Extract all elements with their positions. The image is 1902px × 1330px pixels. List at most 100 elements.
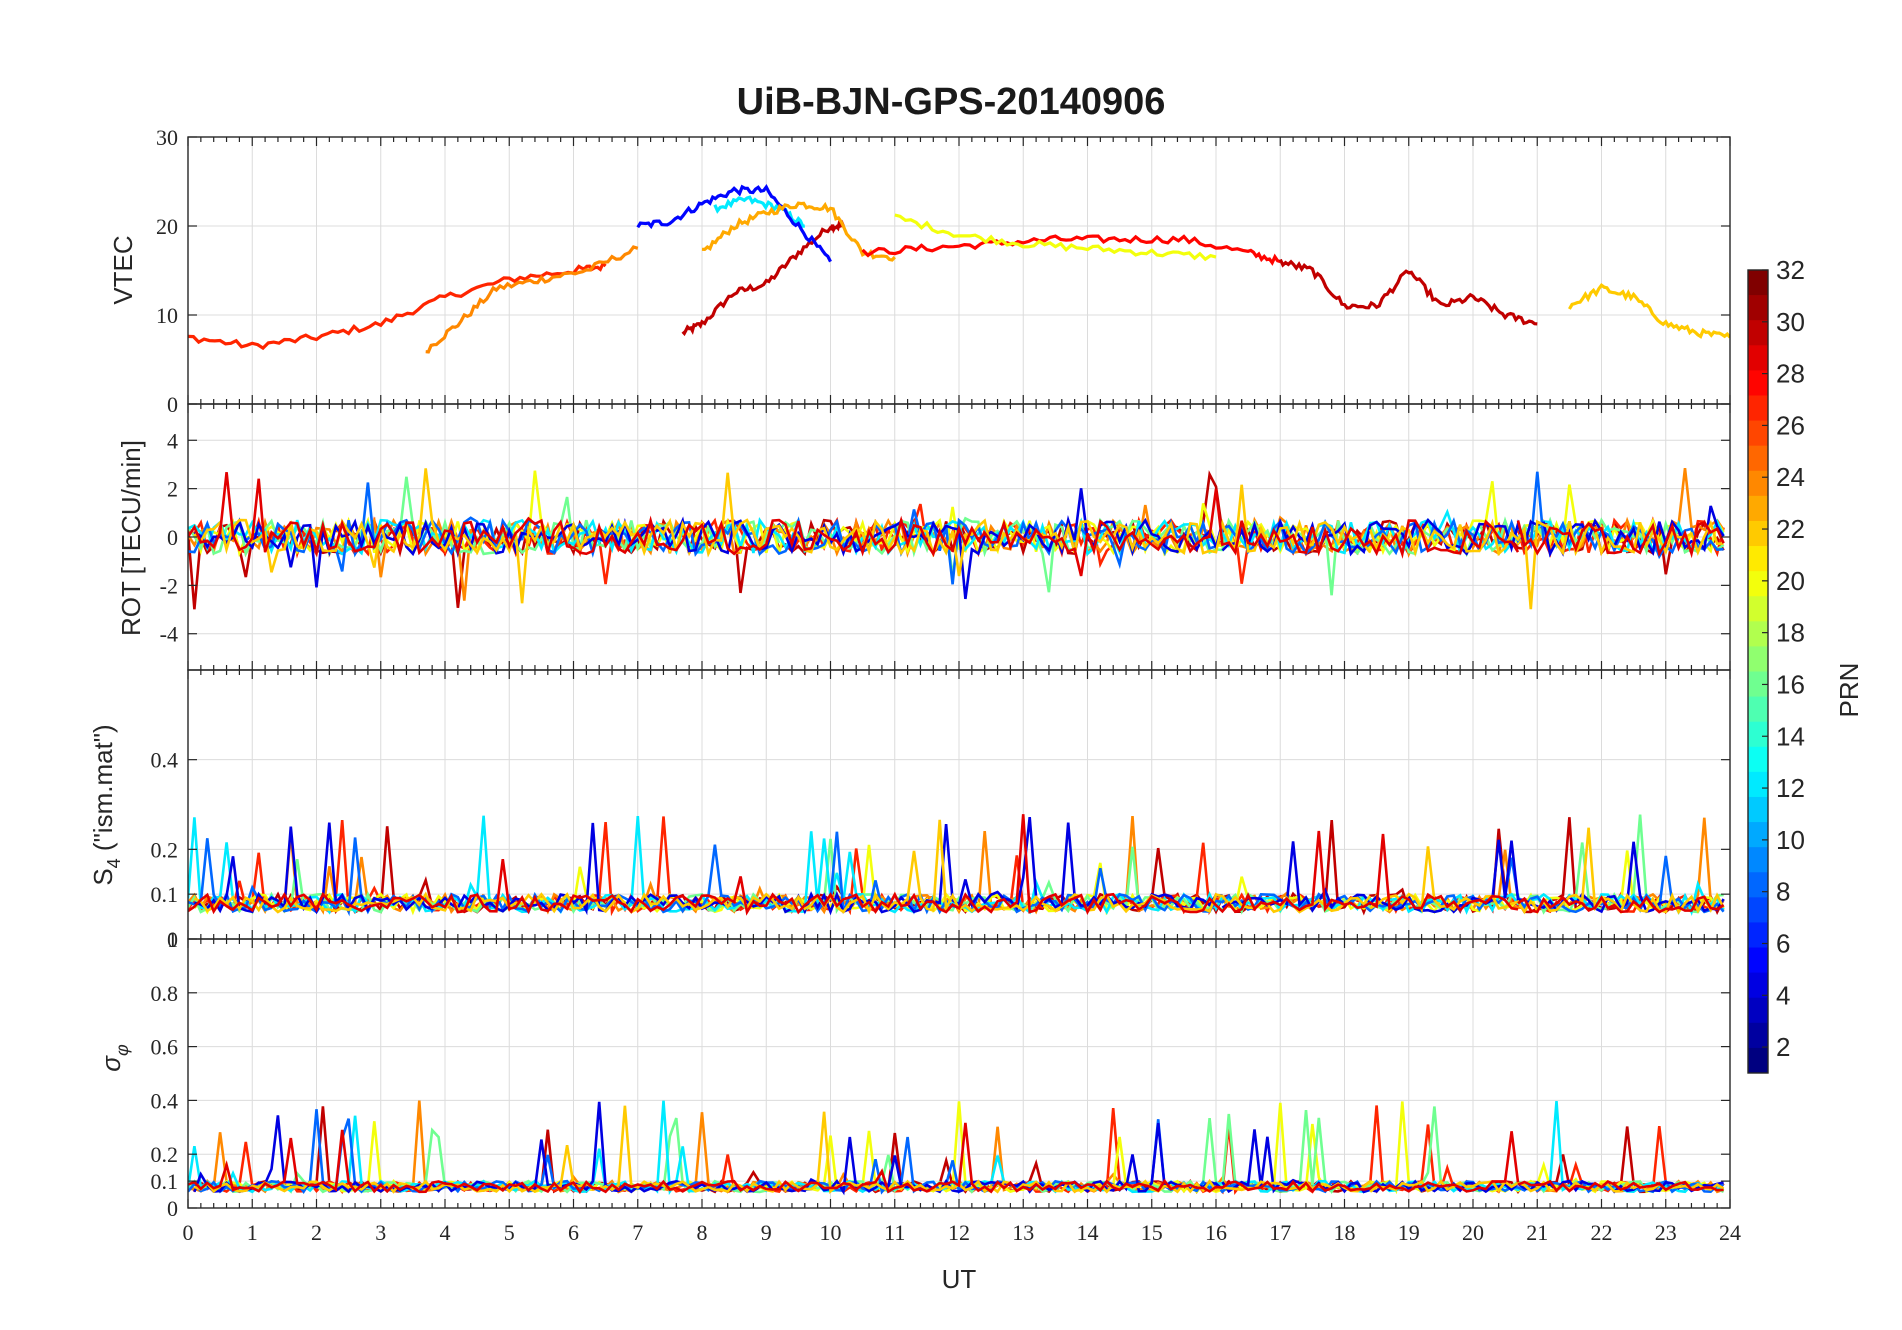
s4-y-tick-label: 0.1 — [151, 882, 179, 907]
x-tick-label: 7 — [632, 1220, 643, 1245]
s4-series-line — [194, 816, 1725, 916]
rot-series-line — [193, 468, 1724, 610]
colorbar-swatch — [1748, 922, 1768, 949]
sigma_phi-y-tick-label: 0 — [167, 1196, 178, 1221]
colorbar-swatch — [1748, 972, 1768, 999]
colorbar-swatch — [1748, 320, 1768, 346]
x-tick-labels: 0 1 2 3 4 5 6 7 8 9 10 11 12 13 14 15 16 17 18 19 20 21 22 23 24… — [167, 927, 1741, 1245]
colorbar-tick-label: 24 — [1776, 462, 1805, 492]
rot-series-line — [188, 472, 1725, 577]
x-tick-label: 3 — [375, 1220, 386, 1245]
x-tick-label: 9 — [761, 1220, 772, 1245]
vtec-series-line — [188, 261, 607, 351]
x-tick-label: 12 — [948, 1220, 970, 1245]
vtec-y-tick-label: 10 — [156, 303, 178, 328]
s4-y-tick-label: 0 — [167, 927, 178, 952]
colorbar-swatch — [1748, 495, 1768, 522]
x-tick-label: 10 — [820, 1220, 842, 1245]
sigma-label-main: σ — [96, 1055, 126, 1072]
colorbar-swatch — [1748, 771, 1768, 798]
colorbar-tick-label: 28 — [1776, 359, 1805, 389]
colorbar-swatch — [1748, 621, 1768, 647]
colorbar-frame — [1747, 269, 1769, 1074]
vtec-series-line — [701, 201, 896, 262]
panel-rot: -4 -2 0 2 4 — [160, 403, 1731, 671]
x-tick-label: 16 — [1205, 1220, 1227, 1245]
colorbar-tick-label: 22 — [1776, 514, 1805, 544]
x-tick-label: 18 — [1334, 1220, 1356, 1245]
colorbar-tick-label: 18 — [1776, 618, 1805, 648]
x-tick-label: 6 — [568, 1220, 579, 1245]
x-tick-label: 22 — [1591, 1220, 1613, 1245]
colorbar-tick-label: 30 — [1776, 307, 1805, 337]
x-tick-label: 14 — [1077, 1220, 1099, 1245]
colorbar-tick-label: 20 — [1776, 566, 1805, 596]
colorbar-tick-label: 10 — [1776, 825, 1805, 855]
x-tick-label: 15 — [1141, 1220, 1163, 1245]
rot-axis-label: ROT [TECU/min] — [116, 440, 146, 636]
vtec-series-line — [1568, 282, 1730, 339]
colorbar-swatch — [1748, 596, 1768, 622]
vtec-series-line — [861, 234, 1281, 266]
s4-y-tick-label: 0.4 — [151, 748, 179, 773]
s4-label-sub: 4 — [104, 858, 124, 868]
colorbar-swatch — [1748, 746, 1768, 773]
x-tick-label: 11 — [884, 1220, 905, 1245]
colorbar-tick-label: 2 — [1776, 1032, 1790, 1062]
x-tick-label: 19 — [1398, 1220, 1420, 1245]
colorbar-swatch — [1748, 997, 1768, 1024]
panel-s4: 0 0.1 0.2 0.4 — [151, 669, 1731, 952]
colorbar-swatch — [1748, 370, 1768, 396]
colorbar-swatch — [1748, 872, 1768, 898]
colorbar-swatch — [1748, 847, 1768, 873]
vtec-y-tick-label: 20 — [156, 214, 178, 239]
colorbar-swatch — [1748, 420, 1768, 447]
vtec-series-line — [425, 245, 639, 354]
rot-y-tick-label: 0 — [167, 525, 178, 550]
x-axis-label: UT — [942, 1264, 977, 1294]
x-tick-label: 1 — [247, 1220, 258, 1245]
colorbar-swatch — [1748, 345, 1768, 371]
colorbar-tick-label: 6 — [1776, 928, 1790, 958]
vtec-y-tick-label: 0 — [167, 392, 178, 417]
vtec-series-line — [1278, 258, 1538, 326]
vtec-series-line — [636, 183, 832, 263]
vtec-y-tick-label: 30 — [156, 125, 178, 150]
x-tick-label: 0 — [183, 1220, 194, 1245]
colorbar-swatch — [1748, 571, 1768, 597]
colorbar-tick-label: 14 — [1776, 721, 1805, 751]
sigma_phi-y-tick-label: 0.8 — [151, 981, 179, 1006]
colorbar-swatch — [1748, 696, 1768, 723]
x-tick-label: 8 — [697, 1220, 708, 1245]
vtec-gridlines — [187, 136, 1731, 405]
x-tick-label: 23 — [1655, 1220, 1677, 1245]
sigma_phi-y-tick-label: 0.1 — [151, 1169, 179, 1194]
colorbar-tick-label: 26 — [1776, 410, 1805, 440]
x-tick-label: 24 — [1719, 1220, 1741, 1245]
colorbar-swatch — [1748, 270, 1768, 296]
colorbar-tick-label: 4 — [1776, 980, 1790, 1010]
vtec-series — [188, 183, 1730, 354]
panel-vtec: 0 10 20 30 — [156, 125, 1731, 417]
s4-y-tick-label: 0.2 — [151, 837, 179, 862]
vtec-series-line — [681, 218, 845, 337]
colorbar-label: PRN — [1834, 663, 1864, 718]
colorbar-tick-label: 12 — [1776, 773, 1805, 803]
rot-y-tick-label: -2 — [160, 573, 178, 598]
colorbar-swatch — [1748, 1022, 1768, 1049]
colorbar-swatch — [1748, 671, 1768, 698]
colorbar-swatch — [1748, 721, 1768, 748]
colorbar-swatch — [1748, 295, 1768, 321]
s4-overlap-tick-label: 1 — [167, 927, 178, 952]
s4-series — [188, 814, 1725, 917]
s4-axis-label: S4 ("ism.mat") — [88, 724, 124, 885]
x-tick-label: 21 — [1526, 1220, 1548, 1245]
sigma_phi-y-tick-label: 0.2 — [151, 1142, 179, 1167]
x-tick-label: 17 — [1269, 1220, 1291, 1245]
colorbar-swatch — [1748, 822, 1768, 848]
colorbar-swatch — [1748, 796, 1768, 823]
sigma_phi-gridlines — [187, 939, 1731, 1209]
colorbar-swatch — [1748, 947, 1768, 974]
